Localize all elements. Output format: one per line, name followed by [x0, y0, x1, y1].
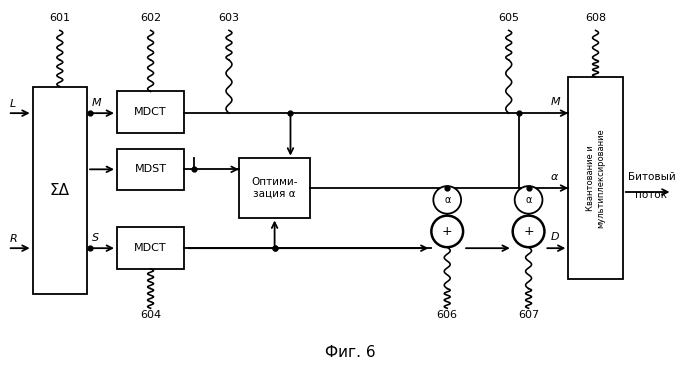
Text: 608: 608	[585, 13, 606, 23]
Text: 607: 607	[518, 310, 539, 320]
Bar	[568, 77, 623, 279]
Text: 603: 603	[218, 13, 239, 23]
Text: 602: 602	[140, 13, 161, 23]
Circle shape	[514, 186, 542, 214]
Text: ΣΔ: ΣΔ	[50, 182, 70, 197]
Bar	[32, 86, 87, 293]
Text: MDCT: MDCT	[134, 107, 167, 117]
Text: 604: 604	[140, 310, 161, 320]
Bar	[117, 91, 184, 133]
Text: α: α	[444, 195, 450, 205]
Text: D: D	[550, 232, 559, 242]
Text: +: +	[442, 225, 452, 238]
Bar	[117, 149, 184, 190]
Text: α: α	[550, 172, 558, 182]
Circle shape	[512, 216, 545, 247]
Text: поток: поток	[635, 190, 666, 200]
Text: MDST: MDST	[134, 164, 167, 174]
Text: Квантование и
мультиплексирование: Квантование и мультиплексирование	[586, 128, 606, 228]
Text: 606: 606	[437, 310, 458, 320]
Text: Битовый: Битовый	[628, 172, 676, 182]
Bar	[117, 227, 184, 269]
Text: M: M	[550, 97, 560, 107]
Text: MDCT: MDCT	[134, 243, 167, 253]
Circle shape	[433, 186, 461, 214]
Text: S: S	[92, 233, 99, 243]
Bar	[239, 159, 310, 218]
Circle shape	[431, 216, 463, 247]
Text: 601: 601	[49, 13, 70, 23]
Text: M: M	[92, 98, 102, 108]
Text: +: +	[524, 225, 534, 238]
Text: Фиг. 6: Фиг. 6	[325, 345, 375, 360]
Text: Оптими-
зация α: Оптими- зация α	[251, 177, 298, 199]
Text: R: R	[10, 234, 18, 244]
Text: 605: 605	[498, 13, 519, 23]
Text: α: α	[526, 195, 532, 205]
Text: L: L	[10, 99, 16, 109]
